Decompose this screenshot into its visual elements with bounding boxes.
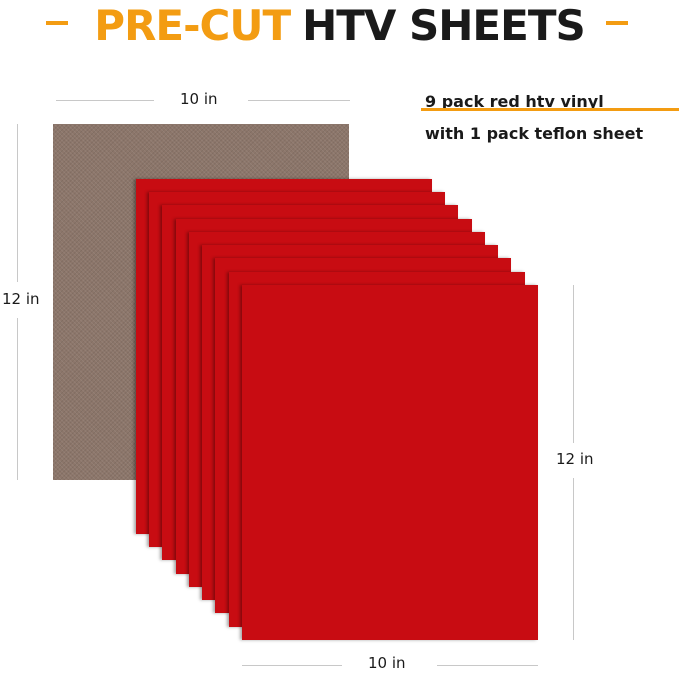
vinyl-width-label: 10 in (368, 654, 406, 672)
title-main: HTV SHEETS (302, 1, 586, 50)
teflon-height-line-bottom (17, 318, 18, 480)
teflon-width-line-left (56, 100, 154, 101)
vinyl-height-line-bottom (573, 478, 574, 640)
teflon-width-label: 10 in (180, 90, 218, 108)
vinyl-width-line-left (242, 665, 342, 666)
vinyl-width-line-right (437, 665, 538, 666)
title-dash-right (606, 21, 628, 25)
vinyl-height-label: 12 in (556, 450, 594, 468)
caption-line-2: with 1 pack teflon sheet (425, 124, 644, 143)
teflon-width-line-right (248, 100, 350, 101)
title-highlight: PRE-CUT (94, 1, 291, 50)
caption-underline (421, 108, 679, 111)
vinyl-sheet (242, 285, 538, 640)
teflon-height-line-top (17, 124, 18, 282)
vinyl-height-line-top (573, 285, 574, 443)
page-title: PRE-CUT HTV SHEETS (0, 0, 679, 52)
title-dash-left (46, 21, 68, 25)
teflon-height-label: 12 in (2, 290, 40, 308)
caption-line-1: 9 pack red htv vinyl (425, 92, 604, 111)
